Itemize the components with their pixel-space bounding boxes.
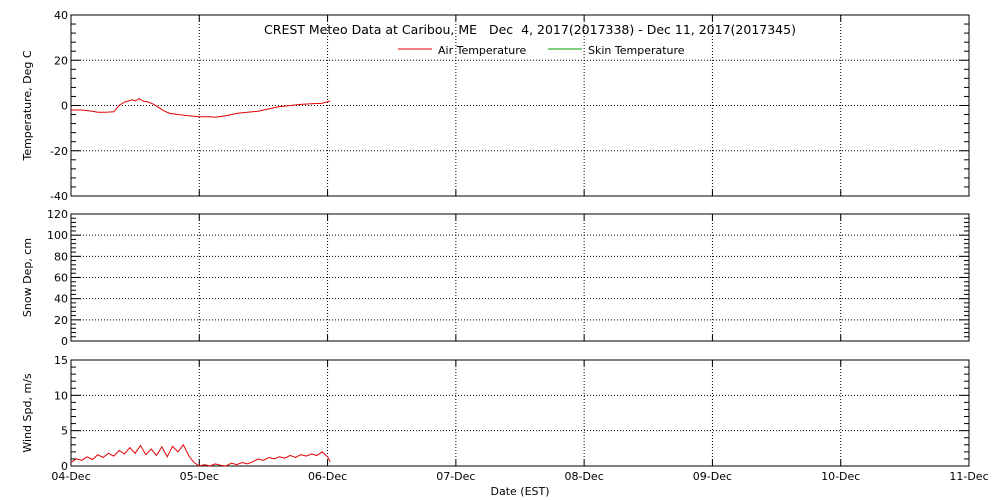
x-tick-label: 06-Dec bbox=[308, 470, 347, 483]
y-axis-label: Temperature, Deg C bbox=[21, 50, 34, 161]
x-tick-label: 09-Dec bbox=[693, 470, 732, 483]
chart-title: CREST Meteo Data at Caribou, ME Dec 4, 2… bbox=[264, 22, 796, 37]
legend-air-temperature-label: Air Temperature bbox=[438, 44, 527, 57]
y-tick-label: 0 bbox=[61, 335, 68, 348]
y-tick-label: 0 bbox=[61, 460, 68, 473]
panel-frame bbox=[70, 359, 970, 467]
legend: Air Temperature Skin Temperature bbox=[398, 44, 685, 57]
y-axis-label: Wind Spd, m/s bbox=[21, 373, 34, 453]
x-tick-label: 05-Dec bbox=[180, 470, 219, 483]
x-tick-label: 07-Dec bbox=[436, 470, 475, 483]
panel-frame bbox=[70, 14, 970, 197]
x-tick-label: 08-Dec bbox=[565, 470, 604, 483]
legend-skin-temperature-label: Skin Temperature bbox=[588, 44, 685, 57]
y-tick-label: 40 bbox=[54, 9, 68, 22]
plot-area: -40 -20 0 20 40 Temperature, Deg C 0 20 40 60 80 10… bbox=[21, 9, 989, 483]
y-tick-label: 60 bbox=[54, 272, 68, 285]
x-tick-label: 11-Dec bbox=[949, 470, 988, 483]
y-tick-label: 20 bbox=[54, 314, 68, 327]
series-air-temperature bbox=[71, 98, 331, 118]
panel-temperature: -40 -20 0 20 40 Temperature, Deg C bbox=[21, 9, 970, 203]
x-axis-label: Date (EST) bbox=[490, 485, 549, 498]
y-axis-label: Snow Dep, cm bbox=[21, 238, 34, 317]
y-tick-label: -40 bbox=[50, 190, 68, 203]
y-tick-label: 80 bbox=[54, 250, 68, 263]
y-tick-label: 40 bbox=[54, 293, 68, 306]
y-tick-label: 100 bbox=[47, 229, 68, 242]
y-tick-label: -20 bbox=[50, 145, 68, 158]
x-tick-label: 10-Dec bbox=[821, 470, 860, 483]
panel-snow_depth: 0 20 40 60 80 100 120 Snow Dep, cm bbox=[21, 208, 970, 348]
y-tick-label: 120 bbox=[47, 208, 68, 221]
x-tick-label: 04-Dec bbox=[51, 470, 90, 483]
series-wind-speed bbox=[70, 443, 331, 467]
y-tick-label: 15 bbox=[54, 354, 68, 367]
y-tick-label: 20 bbox=[54, 54, 68, 67]
y-tick-label: 10 bbox=[54, 389, 68, 402]
y-tick-label: 5 bbox=[61, 425, 68, 438]
panel-frame bbox=[70, 213, 970, 342]
y-tick-label: 0 bbox=[61, 100, 68, 113]
panel-wind_speed: 0 5 10 15 Wind Spd, m/s bbox=[21, 354, 970, 473]
